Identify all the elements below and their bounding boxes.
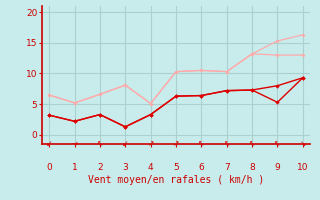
Text: ↙: ↙ xyxy=(46,139,52,148)
Text: ↖: ↖ xyxy=(224,139,230,148)
Text: ↙: ↙ xyxy=(122,139,128,148)
Text: ↗: ↗ xyxy=(173,139,179,148)
Text: ↖: ↖ xyxy=(198,139,204,148)
Text: ↖: ↖ xyxy=(97,139,103,148)
X-axis label: Vent moyen/en rafales ( km/h ): Vent moyen/en rafales ( km/h ) xyxy=(88,175,264,185)
Text: →: → xyxy=(71,139,78,148)
Text: ↖: ↖ xyxy=(249,139,255,148)
Text: ↘: ↘ xyxy=(300,139,306,148)
Text: ↖: ↖ xyxy=(274,139,281,148)
Text: ↗: ↗ xyxy=(148,139,154,148)
